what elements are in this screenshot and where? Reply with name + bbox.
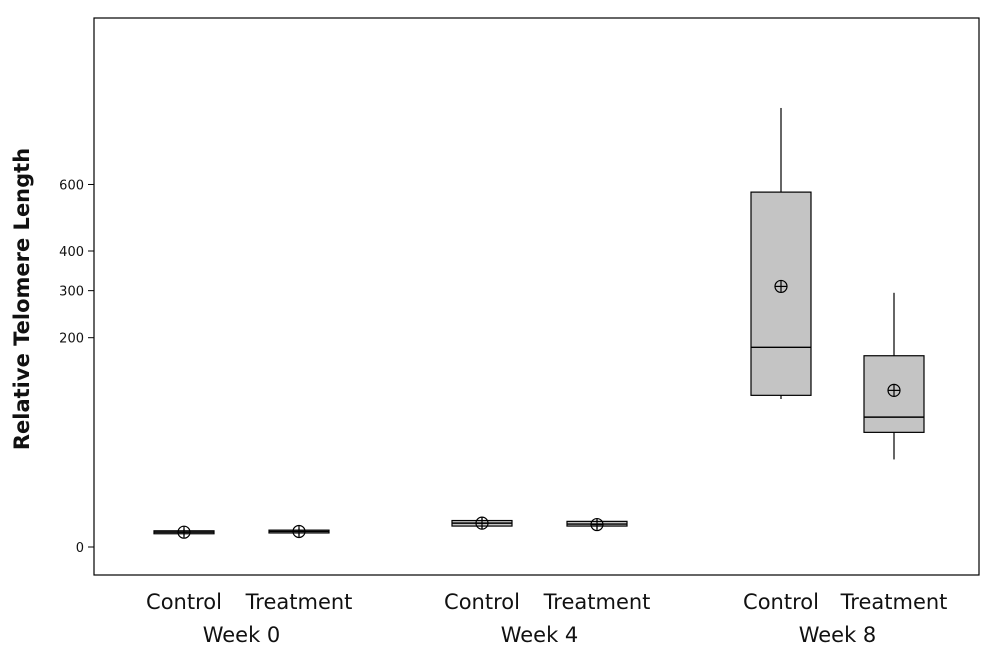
y-axis-ticks: 0 200 300 400 600 bbox=[59, 178, 94, 556]
boxes-layer bbox=[153, 107, 925, 539]
box-iqr bbox=[750, 191, 812, 396]
box-week-0-control bbox=[153, 525, 215, 539]
box-week-4-treatment bbox=[566, 517, 628, 532]
box-week-8-treatment bbox=[863, 292, 925, 460]
category-label: Treatment bbox=[543, 590, 651, 614]
y-tick-label: 0 bbox=[76, 541, 84, 556]
group-label: Week 8 bbox=[799, 623, 877, 647]
group-label: Week 4 bbox=[501, 623, 579, 647]
category-label: Control bbox=[146, 590, 222, 614]
y-tick-label: 600 bbox=[59, 178, 84, 193]
category-label: Control bbox=[743, 590, 819, 614]
x-axis-labels: Control Treatment Week 0 Control Treatment We… bbox=[146, 590, 947, 647]
box-week-4-control bbox=[451, 516, 513, 530]
category-label: Control bbox=[444, 590, 520, 614]
y-tick-label: 400 bbox=[59, 245, 84, 260]
y-axis-label: Relative Telomere Length bbox=[10, 148, 34, 450]
box-week-8-control bbox=[750, 107, 812, 399]
box-week-0-treatment bbox=[268, 524, 330, 539]
group-label: Week 0 bbox=[203, 623, 281, 647]
category-label: Treatment bbox=[245, 590, 353, 614]
category-label: Treatment bbox=[840, 590, 948, 614]
y-tick-label: 300 bbox=[59, 285, 84, 300]
plot-frame bbox=[93, 17, 980, 576]
y-tick-label: 200 bbox=[59, 332, 84, 347]
